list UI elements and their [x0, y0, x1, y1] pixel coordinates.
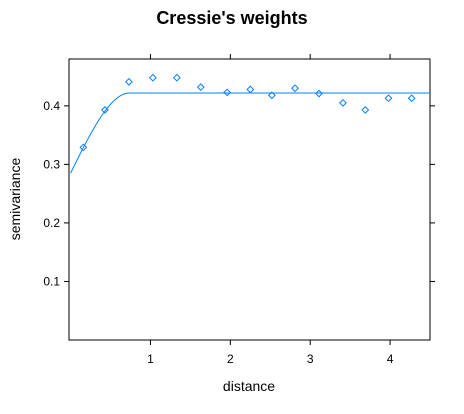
semivariance-points-layer — [79, 73, 416, 152]
y-axis-label: semivariance — [7, 158, 23, 241]
fitted-model-layer — [70, 92, 430, 174]
data-point — [79, 143, 88, 152]
y-axis-ticks — [64, 105, 435, 282]
y-axis-tick-labels: 0.1 0.2 0.3 0.4 — [43, 99, 60, 289]
x-tick-label: 1 — [147, 352, 154, 366]
plot-frame — [68, 58, 431, 341]
x-tick-label: 2 — [227, 352, 234, 366]
y-tick-label: 0.2 — [43, 216, 60, 230]
data-point — [291, 84, 299, 93]
x-tick-label: 3 — [307, 352, 314, 366]
data-point — [267, 91, 276, 100]
data-point — [246, 85, 255, 94]
x-axis-tick-labels: 1 2 3 4 — [147, 352, 394, 366]
data-point — [361, 106, 370, 114]
data-point — [148, 73, 157, 82]
x-axis-label: distance — [223, 378, 275, 394]
y-tick-label: 0.1 — [43, 274, 60, 288]
data-point — [223, 88, 232, 97]
data-point — [384, 94, 393, 103]
data-point — [407, 94, 416, 103]
data-point — [196, 83, 205, 92]
fitted-variogram-line — [70, 92, 430, 174]
chart-title: Cressie's weights — [156, 8, 307, 28]
y-tick-label: 0.3 — [43, 157, 60, 171]
data-point — [172, 73, 181, 82]
x-tick-label: 4 — [387, 352, 394, 366]
data-point — [339, 98, 347, 107]
y-tick-label: 0.4 — [43, 99, 60, 113]
x-axis-ticks — [149, 54, 391, 345]
data-point — [101, 106, 109, 114]
data-point — [315, 89, 323, 98]
data-point — [124, 77, 133, 86]
